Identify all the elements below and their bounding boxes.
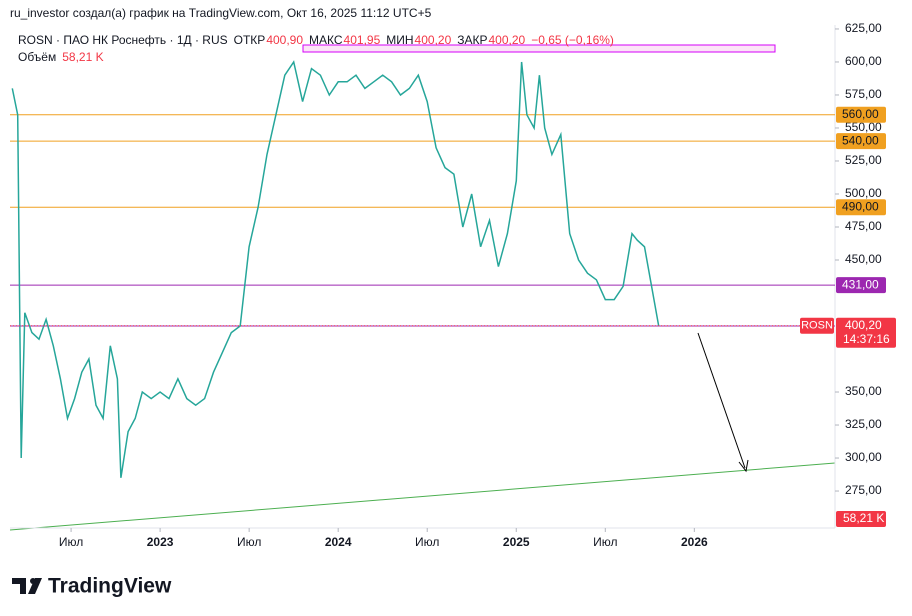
volume-axis-label: 58,21 K — [843, 511, 884, 525]
symbol-label: ROSN — [801, 320, 833, 332]
level-label: 540,00 — [842, 133, 879, 147]
y-tick-label: 575,00 — [845, 87, 882, 101]
volume-value: 58,21 K — [62, 50, 103, 64]
x-tick-label: 2025 — [503, 535, 530, 549]
legend-item: ROSN · ПАО НК Роснефть · 1Д · RUS — [18, 33, 228, 47]
level-label-box — [836, 199, 886, 216]
x-tick-label: Июл — [59, 535, 83, 549]
level-label-box — [836, 277, 886, 294]
level-label-box — [836, 106, 886, 123]
price-line — [11, 60, 660, 478]
price-box — [836, 317, 896, 348]
price-label: 400,20 — [845, 318, 882, 332]
y-tick-label: 600,00 — [845, 54, 882, 68]
y-tick-label: 525,00 — [845, 153, 882, 167]
x-tick-label: Июл — [237, 535, 261, 549]
legend-item: 400,20 — [489, 33, 526, 47]
y-tick-label: 550,00 — [845, 120, 882, 134]
legend-item: 400,20 — [415, 33, 452, 47]
legend-item: МАКС — [309, 33, 343, 47]
author-line: ru_investor создал(а) график на TradingV… — [10, 6, 432, 20]
legend-item: ЗАКР — [457, 33, 487, 47]
countdown-label: 14:37:16 — [843, 332, 890, 346]
volume-label: Объём — [18, 50, 56, 64]
y-tick-label: 450,00 — [845, 252, 882, 266]
y-tick-label: 350,00 — [845, 384, 882, 398]
logo-dot — [30, 578, 36, 584]
level-label: 490,00 — [842, 199, 879, 213]
x-tick-label: 2024 — [325, 535, 352, 549]
y-tick-label: 300,00 — [845, 450, 882, 464]
y-tick-label: 500,00 — [845, 186, 882, 200]
logo-text: TradingView — [48, 575, 172, 598]
legend-item: 400,90 — [266, 33, 303, 47]
symbol-box — [800, 317, 834, 334]
trend-line — [9, 462, 836, 531]
range-box — [302, 44, 776, 53]
level-label-box — [836, 133, 886, 150]
y-tick-label: 625,00 — [845, 21, 882, 35]
logo: TradingView — [12, 575, 172, 598]
y-tick-label: 275,00 — [845, 483, 882, 497]
x-tick-label: Июл — [593, 535, 617, 549]
level-label: 560,00 — [842, 107, 879, 121]
legend-item: −0,65 (−0,16%) — [531, 33, 614, 47]
legend-item: 401,95 — [344, 33, 381, 47]
arrow-head — [738, 459, 749, 473]
x-tick-label: Июл — [415, 535, 439, 549]
volume-box — [836, 511, 886, 527]
y-tick-label: 325,00 — [845, 417, 882, 431]
x-tick-label: 2023 — [147, 535, 174, 549]
x-tick-label: 2026 — [681, 535, 708, 549]
level-label: 431,00 — [842, 277, 879, 291]
y-tick-label: 475,00 — [845, 219, 882, 233]
legend-item: МИН — [386, 33, 413, 47]
arrow-line — [697, 332, 746, 469]
legend-item: ОТКР — [234, 33, 266, 47]
